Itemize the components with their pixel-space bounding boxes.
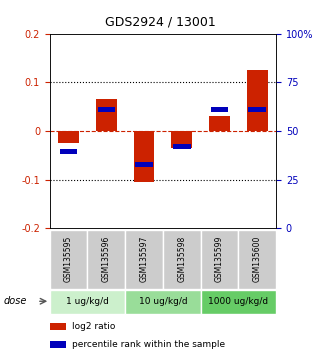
Bar <box>50 323 65 330</box>
Text: 1000 ug/kg/d: 1000 ug/kg/d <box>208 297 268 306</box>
Bar <box>201 290 276 314</box>
Text: GSM135595: GSM135595 <box>64 236 73 282</box>
Bar <box>50 341 65 348</box>
Bar <box>248 107 266 113</box>
Bar <box>201 230 238 289</box>
Text: GSM135599: GSM135599 <box>215 236 224 282</box>
Bar <box>238 230 276 289</box>
Text: GDS2924 / 13001: GDS2924 / 13001 <box>105 16 216 29</box>
Text: GSM135598: GSM135598 <box>177 236 186 282</box>
Bar <box>173 144 191 149</box>
Bar <box>98 107 115 113</box>
Text: GSM135597: GSM135597 <box>140 236 149 282</box>
Bar <box>209 116 230 131</box>
Bar <box>247 70 268 131</box>
Bar <box>96 99 117 131</box>
Text: percentile rank within the sample: percentile rank within the sample <box>73 340 226 349</box>
Bar <box>134 131 154 182</box>
Bar <box>211 107 228 113</box>
Bar <box>125 290 201 314</box>
Text: GSM135600: GSM135600 <box>253 236 262 282</box>
Bar <box>60 149 77 154</box>
Text: 1 ug/kg/d: 1 ug/kg/d <box>66 297 109 306</box>
Text: log2 ratio: log2 ratio <box>73 322 116 331</box>
Bar <box>87 230 125 289</box>
Bar <box>50 230 87 289</box>
Bar <box>125 230 163 289</box>
Bar <box>58 131 79 143</box>
Bar <box>163 230 201 289</box>
Bar <box>135 162 153 167</box>
Text: GSM135596: GSM135596 <box>102 236 111 282</box>
Text: dose: dose <box>3 296 27 306</box>
Text: 10 ug/kg/d: 10 ug/kg/d <box>139 297 187 306</box>
Bar <box>171 131 192 148</box>
Bar <box>50 290 125 314</box>
